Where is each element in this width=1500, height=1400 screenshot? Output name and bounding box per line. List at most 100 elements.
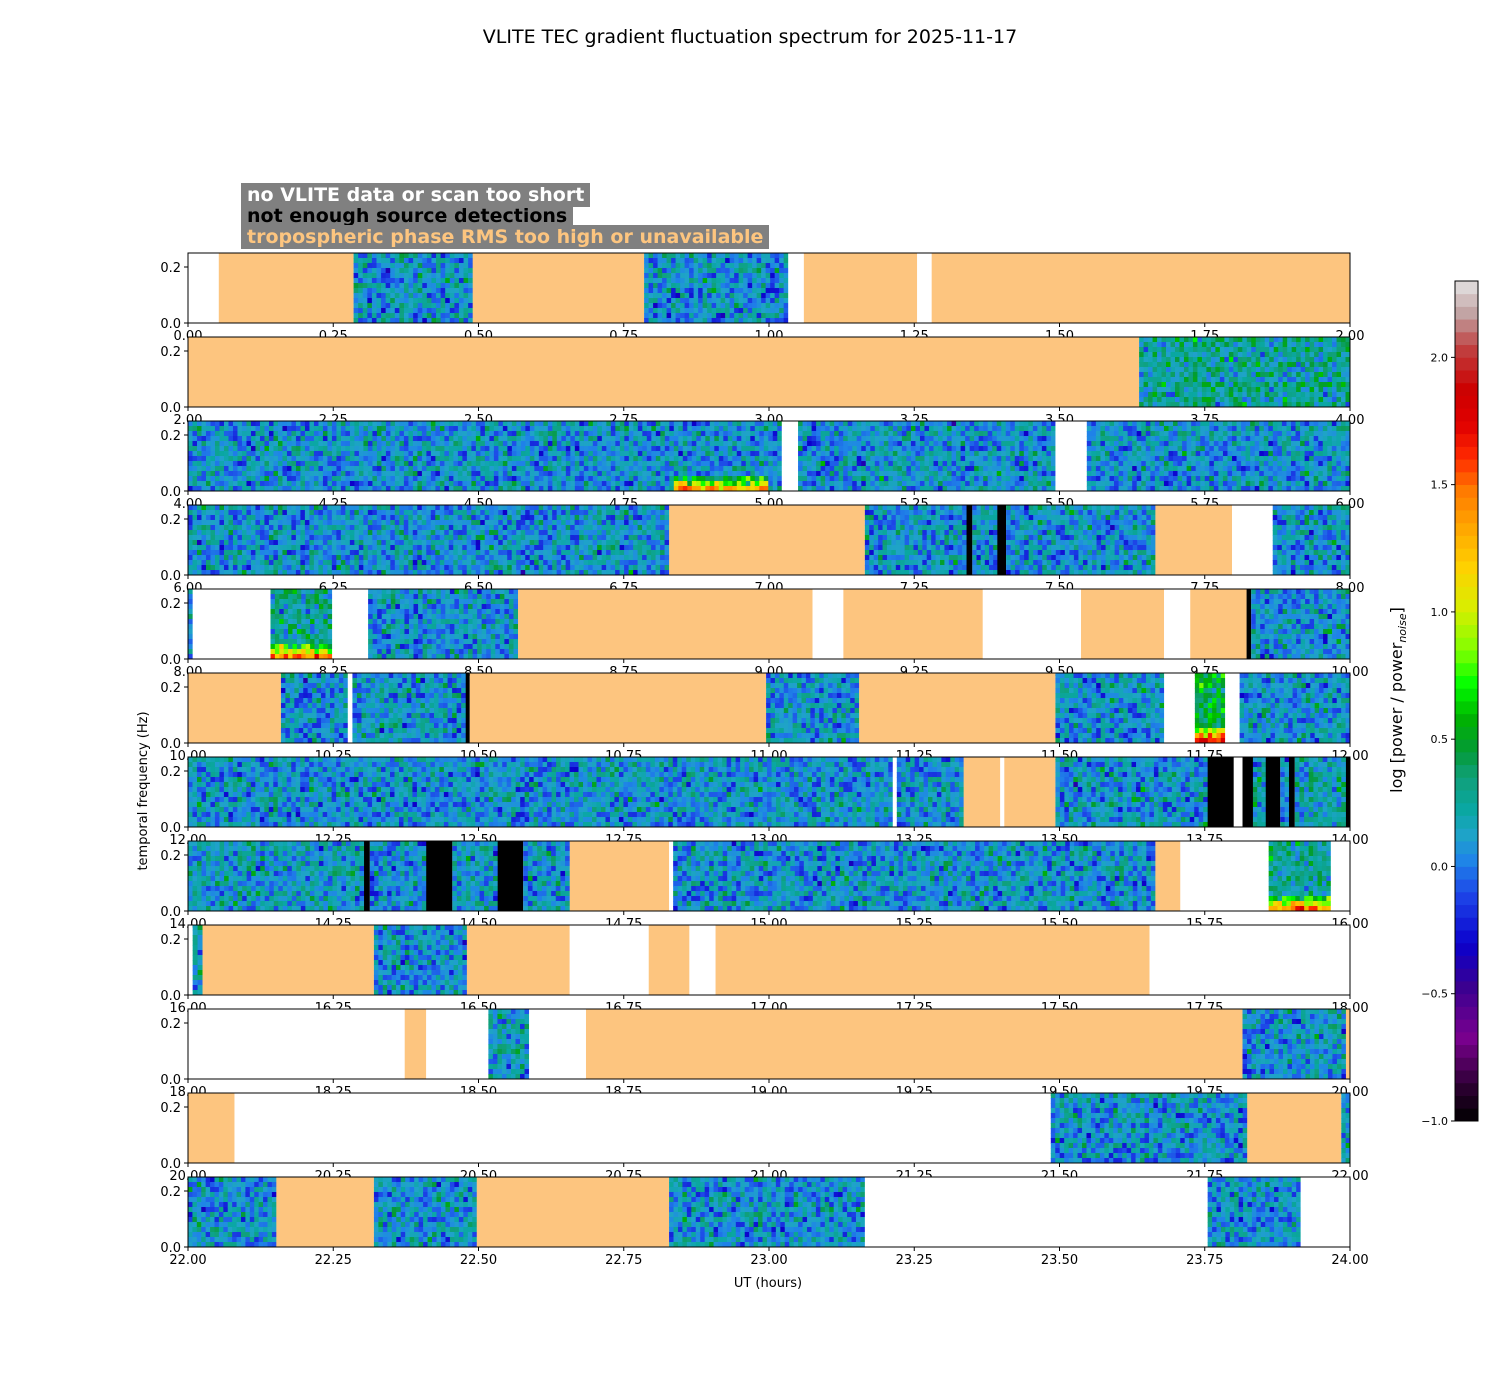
spectrum-cell xyxy=(723,421,729,427)
spectrum-cell xyxy=(1218,426,1224,432)
spectrum-cell xyxy=(765,273,771,279)
spectrum-cell xyxy=(385,318,391,323)
spectrum-cell xyxy=(1251,342,1257,348)
spectrum-cell xyxy=(741,426,747,432)
spectrum-cell xyxy=(906,466,912,472)
spectrum-cell xyxy=(987,431,993,437)
spectrum-cell xyxy=(1219,362,1225,368)
spectrum-cell xyxy=(774,298,780,304)
spectrum-cell xyxy=(987,466,993,472)
spectrum-cell xyxy=(381,446,387,452)
spectrum-cell xyxy=(772,456,778,462)
spectrum-cell xyxy=(502,441,508,447)
spectrum-cell xyxy=(219,421,225,427)
spectrum-cell xyxy=(313,441,320,447)
spectrum-cell xyxy=(1314,377,1320,383)
spectrum-cell xyxy=(1100,446,1106,452)
spectrum-cell xyxy=(1222,446,1229,452)
spectrum-cell xyxy=(664,421,670,427)
spectrum-cell xyxy=(436,273,442,279)
spectrum-cell xyxy=(1163,441,1170,447)
spectrum-cell xyxy=(763,441,769,447)
spectrum-cell xyxy=(354,476,360,482)
spectrum-cell xyxy=(1278,352,1284,358)
spectrum-cell xyxy=(1143,342,1149,348)
spectrum-cell xyxy=(1331,471,1337,477)
spectrum-cell xyxy=(417,293,423,299)
spectrum-cell xyxy=(449,298,455,304)
spectrum-cell xyxy=(678,486,684,491)
spectrum-cell xyxy=(1286,466,1292,472)
spectrum-cell xyxy=(996,461,1002,467)
spectrum-cell xyxy=(901,476,908,482)
spectrum-cell xyxy=(1282,392,1288,398)
spectrum-cell xyxy=(588,456,594,462)
spectrum-cell xyxy=(843,441,849,447)
spectrum-cell xyxy=(440,303,446,309)
spectrum-cell xyxy=(507,461,513,467)
spectrum-cell xyxy=(205,426,212,432)
spectrum-cell xyxy=(978,486,984,491)
spectrum-cell xyxy=(1132,446,1138,452)
spectrum-cell xyxy=(777,431,783,437)
spectrum-cell xyxy=(705,481,711,487)
spectrum-cell xyxy=(1237,367,1243,373)
spectrum-cell xyxy=(675,303,681,309)
spectrum-cell xyxy=(678,456,684,462)
spectrum-cell xyxy=(615,461,621,467)
spectrum-cell xyxy=(444,421,450,427)
spectrum-cell xyxy=(1287,342,1293,348)
spectrum-cell xyxy=(1023,461,1029,467)
spectrum-cell xyxy=(1246,367,1252,373)
spectrum-cell xyxy=(471,441,477,447)
spectrum-cell xyxy=(1023,456,1029,462)
spectrum-cell xyxy=(511,456,517,462)
spectrum-cell xyxy=(752,273,758,279)
spectrum-cell xyxy=(965,466,971,472)
spectrum-cell xyxy=(1314,362,1320,368)
spectrum-cell xyxy=(834,456,840,462)
spectrum-cell xyxy=(1232,476,1238,482)
spectrum-cell xyxy=(462,431,468,437)
spectrum-cell xyxy=(637,421,643,427)
spectrum-cell xyxy=(1177,486,1183,491)
spectrum-cell xyxy=(538,431,544,437)
spectrum-cell xyxy=(192,461,198,467)
spectrum-cell xyxy=(696,451,702,457)
spectrum-cell xyxy=(1213,446,1220,452)
spectrum-cell xyxy=(444,456,450,462)
spectrum-cell xyxy=(408,313,414,319)
spectrum-cell xyxy=(1145,446,1151,452)
spectrum-cell xyxy=(680,288,686,294)
spectrum-cell xyxy=(1269,402,1275,407)
spectrum-cell xyxy=(1183,392,1190,398)
spectrum-cell xyxy=(286,426,293,432)
spectrum-cell xyxy=(381,288,387,294)
spectrum-cell xyxy=(1188,377,1194,383)
spectrum-cell xyxy=(770,283,776,289)
spectrum-cell xyxy=(709,471,715,477)
spectrum-cell xyxy=(759,421,765,427)
spectrum-cell xyxy=(1322,471,1328,477)
spectrum-cell xyxy=(1182,446,1188,452)
spectrum-cell xyxy=(543,476,549,482)
spectrum-cell xyxy=(468,288,474,294)
spectrum-cell xyxy=(1272,481,1278,487)
spectrum-cell xyxy=(820,436,826,442)
spectrum-cell xyxy=(1309,426,1315,432)
spectrum-cell xyxy=(992,446,998,452)
spectrum-cell xyxy=(1118,441,1124,447)
spectrum-cell xyxy=(669,436,675,442)
spectrum-cell xyxy=(399,446,405,452)
spectrum-cell xyxy=(960,441,966,447)
spectrum-cell xyxy=(1260,342,1266,348)
spectrum-cell xyxy=(738,298,744,304)
spectrum-cell xyxy=(750,456,756,462)
spectrum-cell xyxy=(1345,337,1350,343)
spectrum-cell xyxy=(430,466,437,472)
spectrum-cell xyxy=(417,298,423,304)
spectrum-cell xyxy=(960,486,966,491)
spectrum-cell xyxy=(1148,367,1154,373)
spectrum-cell xyxy=(673,486,679,491)
spectrum-cell xyxy=(897,481,903,487)
